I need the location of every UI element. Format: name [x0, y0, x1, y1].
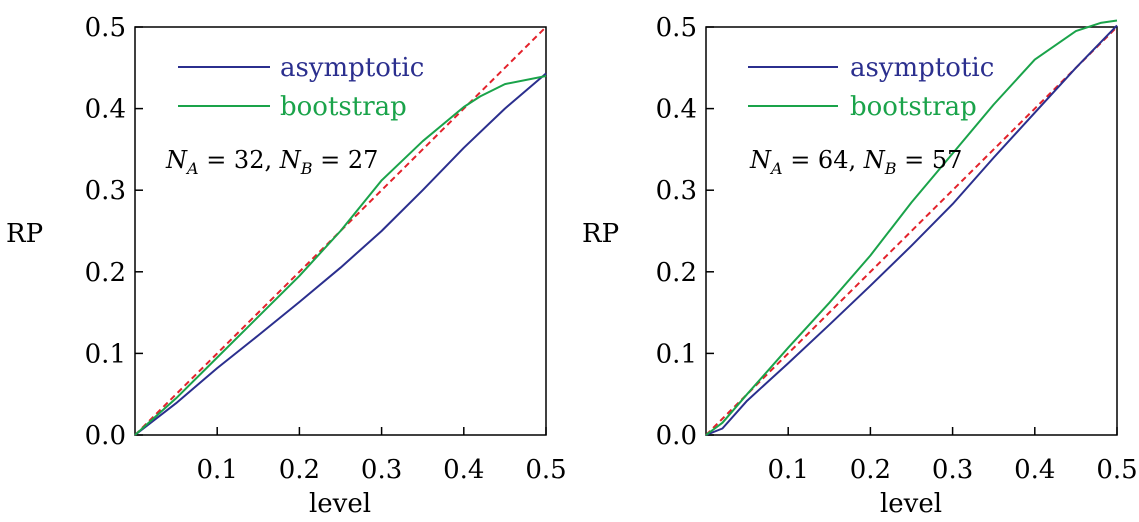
- annotation-right: NA = 64, NB = 57: [749, 146, 962, 178]
- legend-label-asymptotic: asymptotic: [850, 53, 994, 83]
- chart-right: 0.0 0.1 0.2 0.3 0.4 0.5 0.1 0.2 0.3 0.4 0.5 asympt…: [582, 13, 1138, 519]
- y-tick-label: 0.2: [85, 258, 126, 288]
- legend-label-bootstrap: bootstrap: [850, 92, 977, 122]
- y-tick-label: 0.3: [656, 176, 697, 206]
- x-tick-label: 0.2: [279, 455, 320, 485]
- x-tick-label: 0.5: [525, 455, 566, 485]
- y-axis-label-right: RP: [582, 219, 619, 249]
- ticks-left: 0.0 0.1 0.2 0.3 0.4 0.5 0.1 0.2 0.3 0.4 0.5: [85, 13, 567, 485]
- x-tick-label: 0.3: [361, 455, 402, 485]
- series-line-bootstrap: [134, 75, 547, 436]
- y-tick-label: 0.4: [85, 95, 126, 125]
- legend-right: asymptotic bootstrap: [748, 53, 994, 122]
- legend-left: asymptotic bootstrap: [178, 53, 424, 122]
- y-tick-label: 0.3: [85, 176, 126, 206]
- plot-frame-left: [134, 26, 547, 436]
- annotation-left: NA = 32, NB = 27: [165, 146, 378, 178]
- legend-label-asymptotic: asymptotic: [280, 53, 424, 83]
- series-line-reference: [705, 26, 1118, 436]
- y-tick-label: 0.1: [656, 339, 697, 369]
- y-tick-label: 0.5: [656, 13, 697, 43]
- plot-frame-right: [705, 26, 1118, 436]
- x-tick-label: 0.2: [850, 455, 891, 485]
- x-tick-label: 0.5: [1096, 455, 1137, 485]
- x-tick-label: 0.4: [443, 455, 484, 485]
- x-axis-label-left: level: [309, 489, 371, 519]
- x-tick-label: 0.3: [932, 455, 973, 485]
- y-tick-label: 0.1: [85, 339, 126, 369]
- chart-left: 0.0 0.1 0.2 0.3 0.4 0.5 0.1 0.2 0.3 0.4 0.5 asympt…: [6, 13, 567, 519]
- series-right: [705, 19, 1118, 436]
- series-line-reference: [134, 26, 547, 436]
- series-line-asymptotic: [705, 24, 1118, 436]
- ticks-right: 0.0 0.1 0.2 0.3 0.4 0.5 0.1 0.2 0.3 0.4 0.5: [656, 13, 1138, 485]
- y-axis-label-left: RP: [6, 219, 43, 249]
- x-axis-label-right: level: [880, 489, 942, 519]
- series-left: [134, 26, 547, 436]
- y-tick-label: 0.0: [85, 421, 126, 451]
- y-tick-label: 0.5: [85, 13, 126, 43]
- x-tick-label: 0.1: [197, 455, 238, 485]
- x-tick-label: 0.4: [1014, 455, 1055, 485]
- y-tick-label: 0.4: [656, 95, 697, 125]
- series-line-asymptotic: [134, 72, 547, 436]
- series-line-bootstrap: [705, 19, 1118, 436]
- x-tick-label: 0.1: [768, 455, 809, 485]
- legend-label-bootstrap: bootstrap: [280, 92, 407, 122]
- y-tick-label: 0.2: [656, 258, 697, 288]
- y-tick-label: 0.0: [656, 421, 697, 451]
